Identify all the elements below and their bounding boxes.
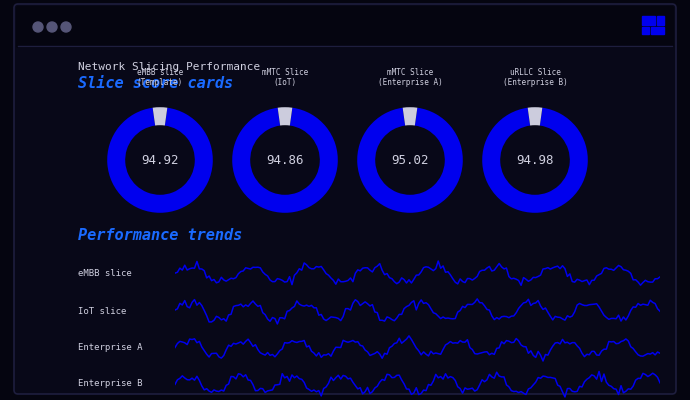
Bar: [657, 16, 664, 25]
Text: Network Slicing Performance: Network Slicing Performance: [78, 62, 260, 72]
Circle shape: [61, 22, 71, 32]
FancyBboxPatch shape: [16, 6, 674, 48]
Wedge shape: [152, 107, 168, 126]
Circle shape: [47, 22, 57, 32]
Circle shape: [33, 22, 43, 32]
Wedge shape: [233, 108, 338, 213]
Text: Enterprise A: Enterprise A: [78, 344, 143, 352]
Text: 94.92: 94.92: [141, 154, 179, 166]
Text: 95.02: 95.02: [391, 154, 428, 166]
Text: uRLLC Slice
(Enterprise B): uRLLC Slice (Enterprise B): [502, 68, 567, 87]
Text: mMTC Slice
(IoT): mMTC Slice (IoT): [262, 68, 308, 87]
Wedge shape: [482, 108, 588, 213]
Bar: [651, 27, 664, 34]
Text: IoT slice: IoT slice: [78, 306, 126, 316]
Bar: [642, 16, 655, 25]
Wedge shape: [403, 107, 417, 126]
Wedge shape: [107, 108, 213, 213]
Text: eMBB slice: eMBB slice: [78, 270, 132, 278]
Text: Performance trends: Performance trends: [78, 228, 242, 243]
Bar: [642, 27, 649, 34]
FancyBboxPatch shape: [14, 4, 676, 394]
Text: 94.98: 94.98: [516, 154, 554, 166]
Wedge shape: [528, 107, 542, 126]
Wedge shape: [277, 107, 293, 126]
Text: eMBB slice
(Template): eMBB slice (Template): [137, 68, 183, 87]
Text: Slice score cards: Slice score cards: [78, 76, 233, 91]
Text: Enterprise B: Enterprise B: [78, 380, 143, 388]
Text: mMTC Slice
(Enterprise A): mMTC Slice (Enterprise A): [377, 68, 442, 87]
Text: 94.86: 94.86: [266, 154, 304, 166]
Wedge shape: [357, 108, 463, 213]
